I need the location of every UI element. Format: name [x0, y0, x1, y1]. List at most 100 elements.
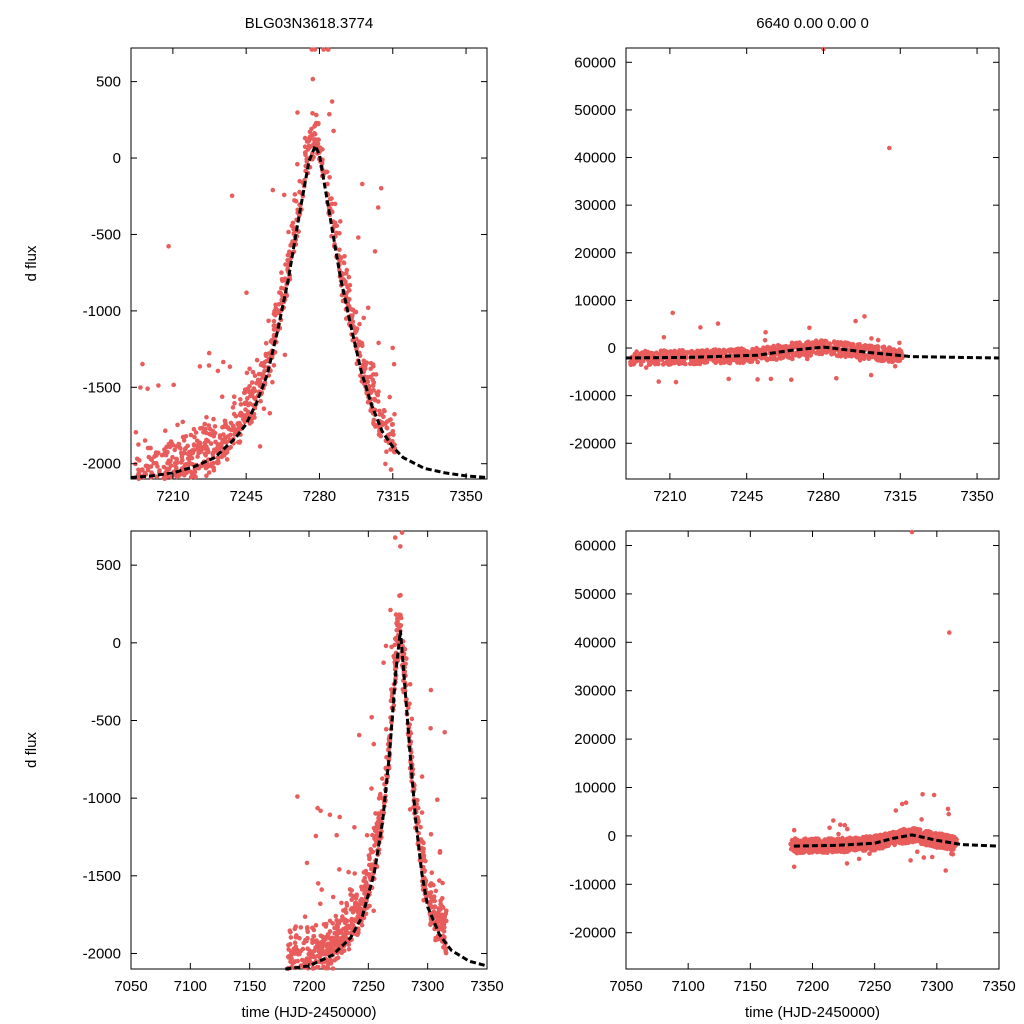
plot-frame: [130, 47, 488, 480]
data-point: [407, 701, 412, 706]
data-point: [307, 135, 312, 141]
data-point: [921, 855, 927, 860]
photometry-points: [285, 530, 449, 972]
data-point: [368, 408, 373, 413]
data-point: [929, 854, 935, 860]
data-point: [196, 450, 201, 456]
data-point: [176, 442, 182, 447]
data-point: [791, 847, 797, 852]
data-point: [215, 368, 221, 374]
x-tick-label: 7050: [609, 978, 642, 995]
data-point: [139, 467, 145, 473]
data-point: [297, 935, 302, 941]
data-point: [652, 360, 657, 366]
data-point: [272, 310, 278, 315]
data-point: [827, 825, 832, 831]
x-tick-label: 7210: [653, 488, 686, 505]
data-point: [145, 386, 150, 392]
data-point: [892, 364, 898, 369]
data-point: [185, 443, 190, 449]
data-point: [353, 309, 359, 315]
data-point: [930, 842, 935, 847]
data-point: [204, 437, 209, 443]
data-point: [392, 666, 398, 672]
data-point: [332, 201, 338, 207]
data-point: [230, 405, 236, 410]
data-point: [361, 315, 367, 321]
data-point: [857, 846, 862, 852]
data-point: [776, 344, 781, 350]
data-point: [270, 187, 276, 193]
data-point: [292, 192, 298, 197]
data-point: [794, 850, 800, 856]
panel-top-left: -2000 -1500 -1000 -500 0 500 7210 7245 7280 7315 7…: [23, 15, 488, 505]
x-tick-label: 7210: [156, 488, 189, 505]
x-axis-label: time (HJD-2450000): [745, 1004, 880, 1021]
data-point: [318, 933, 324, 939]
data-point: [231, 394, 237, 400]
x-tick-label: 7350: [982, 978, 1015, 995]
data-point: [921, 841, 926, 847]
data-point: [325, 181, 330, 187]
data-point: [318, 952, 323, 957]
data-point: [376, 340, 381, 346]
data-point: [370, 849, 376, 855]
data-point: [212, 447, 217, 453]
data-point: [431, 896, 436, 901]
y-tick-label: -2000: [83, 456, 121, 473]
data-point: [388, 417, 393, 422]
data-point: [212, 424, 218, 429]
data-point: [325, 941, 331, 946]
data-point: [204, 415, 209, 420]
data-point: [391, 361, 397, 367]
data-point: [247, 384, 252, 389]
data-point: [353, 896, 359, 901]
data-point: [353, 902, 358, 908]
data-point: [313, 833, 319, 839]
plot-frame: [130, 530, 488, 970]
data-point: [244, 290, 249, 296]
data-point: [824, 850, 830, 855]
data-point: [310, 950, 315, 955]
data-point: [863, 844, 869, 850]
data-point: [189, 449, 195, 455]
data-point: [337, 930, 342, 936]
data-point: [944, 846, 949, 851]
data-point: [374, 390, 380, 396]
data-point: [373, 372, 379, 377]
data-point: [319, 887, 325, 892]
data-point: [891, 349, 897, 355]
data-point: [276, 302, 282, 307]
x-tick-label: 7280: [303, 488, 336, 505]
data-point: [861, 343, 867, 349]
data-point: [411, 787, 417, 792]
data-point: [174, 457, 180, 462]
data-point: [374, 821, 380, 826]
data-point: [259, 372, 264, 377]
x-tick-label: 7350: [960, 488, 993, 505]
data-point: [311, 939, 316, 945]
data-point: [263, 341, 269, 346]
data-point: [943, 836, 949, 841]
data-point: [673, 379, 679, 385]
data-point: [187, 454, 193, 460]
x-tick-label: 7350: [449, 488, 482, 505]
data-point: [153, 453, 158, 458]
data-point: [241, 417, 246, 423]
data-point: [440, 880, 445, 886]
data-point: [372, 249, 378, 254]
data-point: [327, 812, 333, 818]
data-point: [850, 343, 856, 349]
data-point: [404, 697, 409, 702]
data-point: [277, 290, 282, 295]
data-point: [287, 249, 292, 255]
data-point: [804, 838, 810, 843]
data-point: [420, 839, 425, 844]
data-point: [325, 932, 331, 937]
data-point: [182, 462, 188, 468]
data-point: [399, 530, 405, 535]
data-point: [927, 832, 932, 838]
data-point: [312, 954, 318, 960]
panel-top-right: -20000 -10000 0 10000 20000 30000 40000 50000 60…: [569, 15, 1000, 505]
data-point: [282, 352, 288, 358]
